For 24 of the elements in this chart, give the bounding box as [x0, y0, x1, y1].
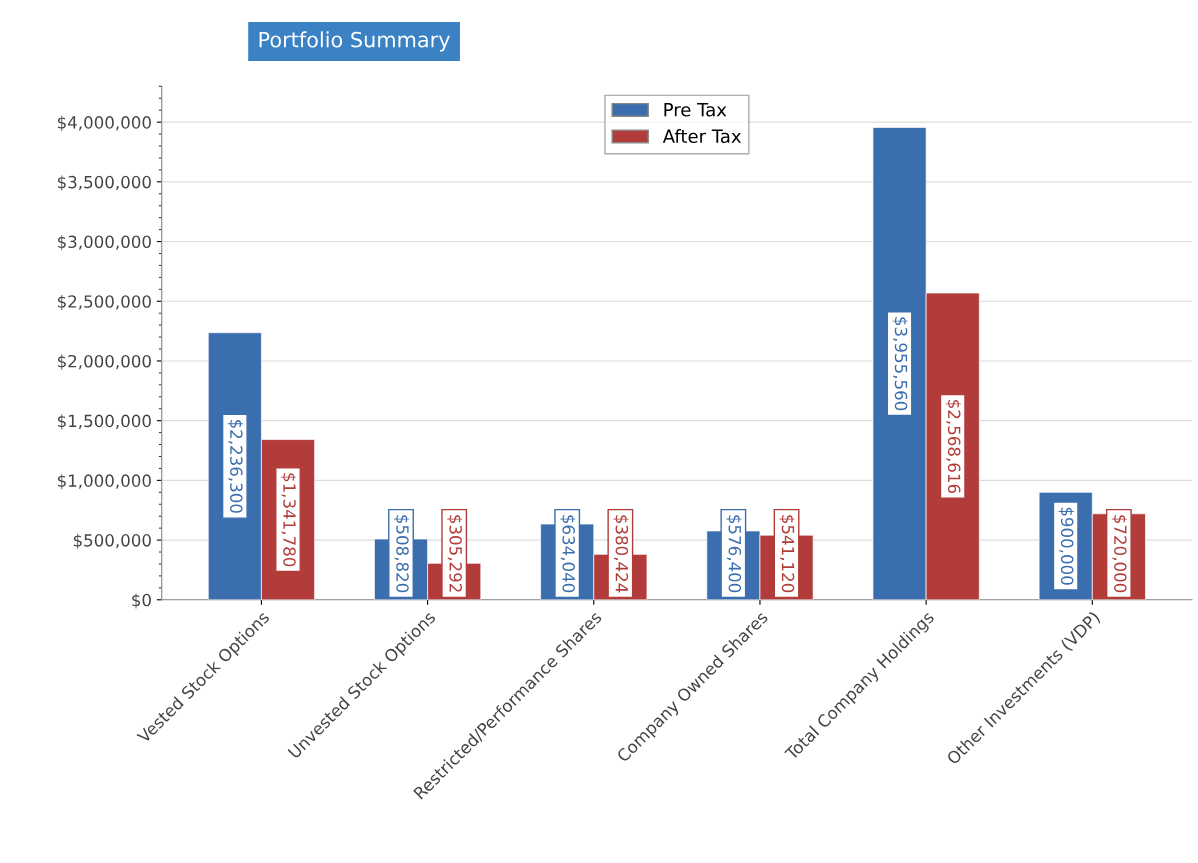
data-label: $305,292 — [447, 515, 463, 592]
data-label: $380,424 — [613, 515, 629, 593]
y-tick-label: $2,000,000 — [57, 354, 151, 370]
y-tick-label: $1,500,000 — [57, 414, 151, 430]
y-tick-label: $3,000,000 — [57, 235, 151, 251]
data-label: $576,400 — [726, 515, 742, 593]
data-label: $634,040 — [560, 515, 576, 593]
y-tick-label: $2,500,000 — [57, 294, 151, 311]
data-label: $900,000 — [1058, 507, 1074, 585]
y-tick-label: $3,500,000 — [57, 175, 151, 191]
y-tick-label: $0 — [132, 593, 151, 609]
data-label: $541,120 — [779, 515, 795, 593]
y-tick-label: $500,000 — [73, 533, 151, 549]
data-label: $720,000 — [1111, 515, 1127, 593]
data-label: $2,568,616 — [945, 400, 961, 494]
y-tick-label: $4,000,000 — [57, 115, 151, 131]
data-label: $3,955,560 — [892, 317, 908, 411]
legend-label: Pre Tax — [664, 103, 727, 117]
y-tick-label: $1,000,000 — [57, 474, 151, 490]
data-label: $508,820 — [393, 515, 410, 593]
chart-title: Portfolio Summary — [259, 31, 450, 52]
data-label: $2,236,300 — [227, 419, 243, 513]
data-label: $1,341,780 — [280, 473, 297, 567]
legend-label: After Tax — [662, 129, 741, 144]
